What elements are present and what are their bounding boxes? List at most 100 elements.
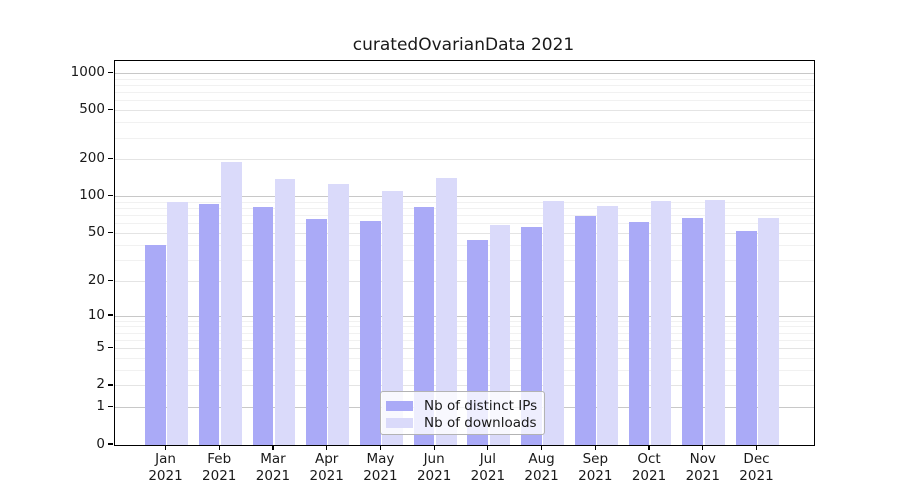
gridline <box>115 385 814 387</box>
bar-ips-nov <box>682 218 703 445</box>
y-tick-mark <box>108 109 113 111</box>
y-tick-label: 20 <box>87 271 105 288</box>
x-tick-text: Aug <box>528 451 555 467</box>
y-tick-mark <box>108 347 113 349</box>
x-tick-label-mar: Mar 2021 <box>241 451 305 485</box>
bar-downloads-feb <box>221 161 242 445</box>
minor-gridline <box>115 332 814 334</box>
x-tick-text: 2021 <box>631 468 667 484</box>
x-tick-mark <box>702 445 704 450</box>
bar-downloads-nov <box>704 200 726 445</box>
x-tick-label-sep: Sep 2021 <box>563 451 627 485</box>
y-tick-label: 100 <box>79 187 105 204</box>
minor-gridline <box>115 369 814 371</box>
minor-gridline <box>115 215 814 217</box>
x-tick-text: Feb <box>207 451 232 467</box>
y-tick-mark <box>108 279 113 281</box>
y-tick-label: 5 <box>96 339 105 356</box>
y-tick-mark <box>108 195 113 197</box>
x-tick-text: Apr <box>314 451 339 467</box>
y-tick-mark <box>108 232 113 234</box>
minor-gridline <box>115 85 814 87</box>
y-tick-label: 0 <box>96 435 105 452</box>
x-tick-text: 2021 <box>416 468 452 484</box>
x-tick-text: 2021 <box>524 468 559 484</box>
minor-gridline <box>115 223 814 225</box>
bar-downloads-mar <box>274 178 296 445</box>
minor-gridline <box>115 326 814 328</box>
y-tick-mark <box>108 406 113 408</box>
bar-ips-aug <box>521 226 542 445</box>
y-tick-label: 10 <box>87 306 105 323</box>
x-tick-mark <box>487 445 489 450</box>
x-tick-text: Oct <box>637 451 661 467</box>
x-tick-label-nov: Nov 2021 <box>671 451 735 485</box>
x-tick-text: 2021 <box>739 468 774 484</box>
x-tick-text: 2021 <box>202 468 237 484</box>
bar-ips-may <box>360 220 381 445</box>
x-tick-text: 2021 <box>148 468 183 484</box>
minor-gridline <box>115 92 814 94</box>
y-tick-label: 2 <box>96 376 105 393</box>
x-tick-mark <box>164 445 167 450</box>
bar-downloads-oct <box>650 200 672 445</box>
bar-downloads-jun <box>435 177 457 445</box>
minor-gridline <box>115 137 814 139</box>
y-tick-label: 1 <box>96 398 105 415</box>
x-tick-mark <box>326 445 328 450</box>
x-tick-text: May <box>366 451 395 467</box>
y-tick-mark <box>108 443 113 445</box>
bar-ips-sep <box>574 215 596 445</box>
y-tick-label: 1000 <box>70 64 105 81</box>
x-tick-text: Mar <box>260 451 286 467</box>
x-tick-label-aug: Aug 2021 <box>510 451 574 485</box>
x-tick-mark <box>648 445 650 450</box>
legend-item-downloads: Nb of downloads <box>386 414 544 431</box>
bar-ips-feb <box>198 204 220 445</box>
bar-downloads-dec <box>758 218 779 445</box>
bar-ips-mar <box>252 207 274 445</box>
bar-downloads-may <box>382 191 403 445</box>
bar-downloads-jan <box>167 202 188 445</box>
gridline <box>115 159 814 161</box>
x-tick-label-jun: Jun 2021 <box>402 451 466 485</box>
minor-gridline <box>115 78 814 80</box>
bar-ips-dec <box>736 230 757 445</box>
gridline <box>115 233 814 235</box>
bar-ips-oct <box>628 222 650 445</box>
x-tick-text: Nov <box>689 451 716 467</box>
x-tick-label-jan: Jan 2021 <box>134 451 198 485</box>
decade-gridline <box>115 196 814 198</box>
minor-gridline <box>115 122 814 124</box>
y-tick-mark <box>108 314 113 316</box>
minor-gridline <box>115 339 814 341</box>
x-tick-mark <box>755 445 758 450</box>
legend-swatch-distinct-ips <box>386 400 413 411</box>
minor-gridline <box>115 320 814 322</box>
x-tick-mark <box>379 445 381 450</box>
minor-gridline <box>115 100 814 102</box>
x-tick-label-jul: Jul 2021 <box>456 451 520 485</box>
y-tick-label: 200 <box>79 150 105 167</box>
decade-gridline <box>115 73 814 75</box>
bar-downloads-apr <box>328 184 350 445</box>
bar-downloads-aug <box>543 200 564 445</box>
decade-gridline <box>115 315 814 317</box>
x-tick-text: 2021 <box>255 468 291 484</box>
y-tick-label: 500 <box>79 101 105 118</box>
x-tick-text: 2021 <box>685 468 720 484</box>
minor-gridline <box>115 357 814 359</box>
x-tick-text: Jul <box>479 451 496 467</box>
gridline <box>115 280 814 282</box>
x-tick-text: 2021 <box>363 468 398 484</box>
legend-label-distinct-ips: Nb of distinct IPs <box>424 397 538 414</box>
x-tick-mark <box>433 445 435 450</box>
x-tick-text: 2021 <box>470 468 506 484</box>
bar-downloads-jul <box>489 224 511 445</box>
gridline <box>115 110 814 112</box>
y-tick-mark <box>108 71 113 74</box>
y-tick-mark <box>108 384 113 386</box>
minor-gridline <box>115 208 814 210</box>
legend-label-downloads: Nb of downloads <box>424 414 537 431</box>
